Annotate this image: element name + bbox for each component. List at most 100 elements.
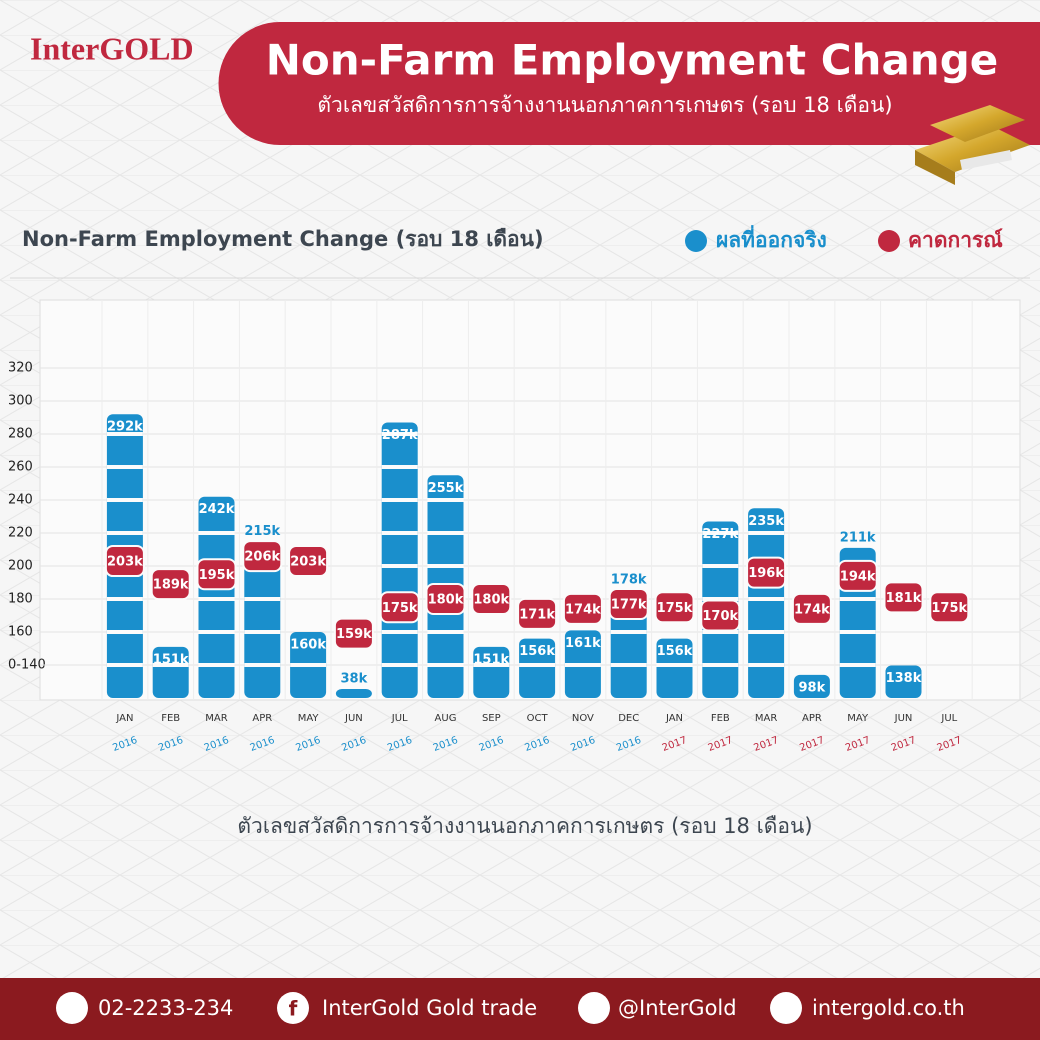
x-tick-label: MAR [755,713,777,724]
y-tick-label: 300 [8,394,33,409]
line-icon [578,992,610,1024]
y-tick-label: 200 [8,559,33,574]
value-label: 255k [428,481,464,496]
phone: 02-2233-234 [98,996,233,1020]
forecast-marker [517,597,558,630]
forecast-marker [333,617,374,650]
y-tick-label: 160 [8,625,33,640]
x-tick-label: MAR [205,713,227,724]
facebook-glyph: f [289,997,298,1021]
x-tick-label: OCT [527,713,549,724]
footer-bar [0,978,1040,1040]
forecast-marker [608,587,649,620]
x-tick-label: JUN [894,713,913,724]
chart-title: Non-Farm Employment Change (รอบ 18 เดือน… [22,227,544,251]
x-tick-label: JUN [344,713,363,724]
value-label: 292k [107,420,143,435]
bar [748,508,785,698]
forecast-marker [883,581,924,614]
value-label: 189k [153,578,189,593]
logo: InterGOLD [30,30,194,66]
y-tick-label: 320 [8,361,33,376]
y-tick-label: 180 [8,592,33,607]
bar [885,665,922,698]
y-tick-label: 280 [8,427,33,442]
value-label: 151k [473,652,509,667]
forecast-marker [929,591,970,624]
bar [519,638,556,698]
x-tick-label: APR [802,713,822,724]
value-label: 195k [199,568,235,583]
value-label: 175k [382,601,418,616]
value-label: 211k [840,530,876,545]
forecast-marker [562,592,603,625]
bar [610,602,647,698]
forecast-marker [425,583,466,615]
x-tick-label: MAY [847,713,869,724]
value-label: 159k [336,627,372,642]
legend-swatch [685,230,707,252]
forecast-marker [150,568,191,601]
value-label: 180k [428,593,464,608]
value-label: 235k [748,514,784,529]
x-tick-label: MAY [298,713,320,724]
x-tick-label: AUG [435,713,457,724]
forecast-marker [471,583,512,615]
y-tick-label: 220 [8,526,33,541]
legend-label: คาดการณ์ [908,228,1003,252]
forecast-marker [196,558,237,591]
value-label: 160k [290,638,326,653]
bar [381,422,418,698]
value-label: 151k [153,652,189,667]
value-label: 203k [290,555,326,570]
facebook: InterGold Gold trade [322,996,537,1020]
x-tick-label: APR [252,713,272,724]
value-label: 203k [107,555,143,570]
forecast-marker [791,592,832,625]
title-banner [218,22,1040,145]
value-label: 138k [886,671,922,686]
bar [793,674,830,698]
bar [335,689,372,698]
value-label: 196k [748,566,784,581]
x-tick-label: DEC [618,713,639,724]
value-label: 38k [341,672,368,687]
y-tick-label: 240 [8,493,33,508]
forecast-marker [379,591,420,624]
value-label: 98k [799,680,826,695]
value-label: 215k [244,524,280,539]
value-label: 156k [519,644,555,659]
value-label: 194k [840,569,876,584]
forecast-marker [654,591,695,624]
x-tick-label: JUL [391,713,408,724]
forecast-marker [104,545,145,578]
bar [473,646,510,698]
value-label: 170k [702,609,738,624]
y-tick-label: 0-140 [8,658,46,673]
value-label: 180k [473,593,509,608]
value-label: 161k [565,636,601,651]
forecast-marker [242,540,283,573]
website: intergold.co.th [812,996,965,1020]
value-label: 174k [794,602,830,617]
x-tick-label: NOV [572,713,594,724]
facebook-icon [277,992,309,1024]
value-label: 227k [702,527,738,542]
x-tick-label: SEP [482,713,501,724]
main-subtitle: ตัวเลขสวัสดิการการจ้างงานนอกภาคการเกษตร … [317,93,892,117]
x-tick-label: JUL [940,713,957,724]
value-label: 206k [244,550,280,565]
value-label: 174k [565,602,601,617]
line-account: @InterGold [618,996,737,1020]
x-tick-label: JAN [665,713,683,724]
bar [244,541,281,698]
forecast-marker [700,599,741,632]
gold-bars [915,105,1030,185]
forecast-marker [288,545,329,578]
value-label: 181k [886,591,922,606]
caption: ตัวเลขสวัสดิการการจ้างงานนอกภาคการเกษตร … [237,814,812,838]
legend-label: ผลที่ออกจริง [716,224,827,252]
x-tick-label: FEB [711,713,730,724]
value-label: 287k [382,428,418,443]
